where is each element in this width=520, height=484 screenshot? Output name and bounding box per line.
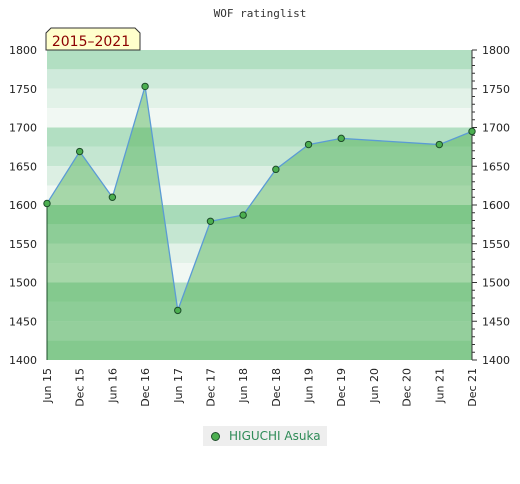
y-tick-label: 1600 (482, 199, 510, 212)
background-bands (47, 50, 472, 360)
x-tick-label: Dec 15 (74, 368, 87, 407)
x-tick-label: Jun 15 (41, 368, 54, 404)
background-band (47, 185, 472, 205)
background-band (47, 88, 472, 109)
data-point (435, 140, 444, 149)
data-point (174, 306, 182, 315)
right-minor-ticks (472, 49, 477, 361)
y-tick-label: 1450 (482, 315, 510, 328)
x-tick-label: Jun 18 (237, 368, 250, 404)
x-tick-labels: Jun 15 Dec 15 Jun 16 Dec 16 Jun 17 Dec 17 Jun … (41, 368, 479, 407)
y-tick-label: 1400 (9, 354, 37, 367)
background-band (47, 205, 472, 225)
background-band (47, 108, 472, 128)
data-point (468, 127, 476, 136)
y-tick-label: 1700 (9, 122, 37, 135)
y-tick-label: 1650 (482, 160, 510, 173)
x-tick-label: Jun 17 (172, 368, 185, 404)
badge-label: 2015–2021 (52, 34, 130, 50)
rating-line (46, 86, 473, 311)
background-band (47, 321, 472, 341)
period-badge: 2015–2021 (45, 27, 141, 51)
y-tick-label: 1550 (9, 238, 37, 251)
background-band (47, 243, 472, 264)
y-tick-label: 1800 (482, 44, 510, 57)
background-band (47, 224, 472, 244)
data-point (108, 193, 117, 201)
data-point (75, 147, 84, 156)
background-band (47, 50, 472, 70)
x-tick-label: Jun 20 (368, 368, 381, 404)
badge-shape (45, 27, 141, 51)
data-points (43, 82, 476, 315)
x-tick-label: Dec 19 (335, 368, 348, 407)
y-tick-label: 1500 (482, 277, 510, 290)
data-point (239, 211, 247, 219)
x-tick-label: Dec 20 (401, 368, 414, 407)
legend: HIGUCHI Asuka (203, 426, 327, 446)
data-point (272, 165, 280, 174)
background-band (47, 166, 472, 186)
y-tick-label: 1400 (482, 354, 510, 367)
y-tick-labels-left: 1400 1450 1500 1550 1600 1650 1700 1750 1800 (9, 44, 37, 367)
x-tick-label: Dec 17 (204, 368, 217, 407)
background-band (47, 69, 472, 89)
background-band (47, 146, 472, 167)
background-band (47, 263, 472, 283)
y-tick-label: 1700 (482, 122, 510, 135)
x-tick-label: Jun 19 (303, 368, 316, 404)
y-tick-label: 1500 (9, 277, 37, 290)
data-point (337, 134, 345, 143)
data-point (304, 140, 313, 149)
y-tick-label: 1800 (9, 44, 37, 57)
x-tick-label: Jun 16 (106, 368, 119, 404)
x-tick-label: Dec 16 (139, 368, 152, 407)
data-point (141, 82, 149, 91)
y-tick-label: 1550 (482, 238, 510, 251)
x-tick-label: Dec 18 (270, 368, 283, 407)
chart-title: WOF ratinglist (214, 7, 307, 20)
background-band (47, 340, 472, 360)
background-band (47, 282, 472, 302)
background-band (47, 301, 472, 322)
x-tick-label: Jun 21 (433, 368, 446, 404)
data-point (43, 199, 51, 208)
y-tick-label: 1750 (9, 83, 37, 96)
y-tick-label: 1750 (482, 83, 510, 96)
y-tick-labels-right: 1400 1450 1500 1550 1600 1650 1700 1750 1800 (482, 44, 510, 367)
data-point (206, 217, 215, 225)
y-tick-label: 1450 (9, 315, 37, 328)
legend-marker-icon (211, 431, 220, 441)
rating-area (47, 86, 472, 361)
y-tick-label: 1650 (9, 160, 37, 173)
legend-label: HIGUCHI Asuka (229, 429, 321, 443)
x-tick-label: Dec 21 (466, 368, 479, 407)
y-tick-label: 1600 (9, 199, 37, 212)
